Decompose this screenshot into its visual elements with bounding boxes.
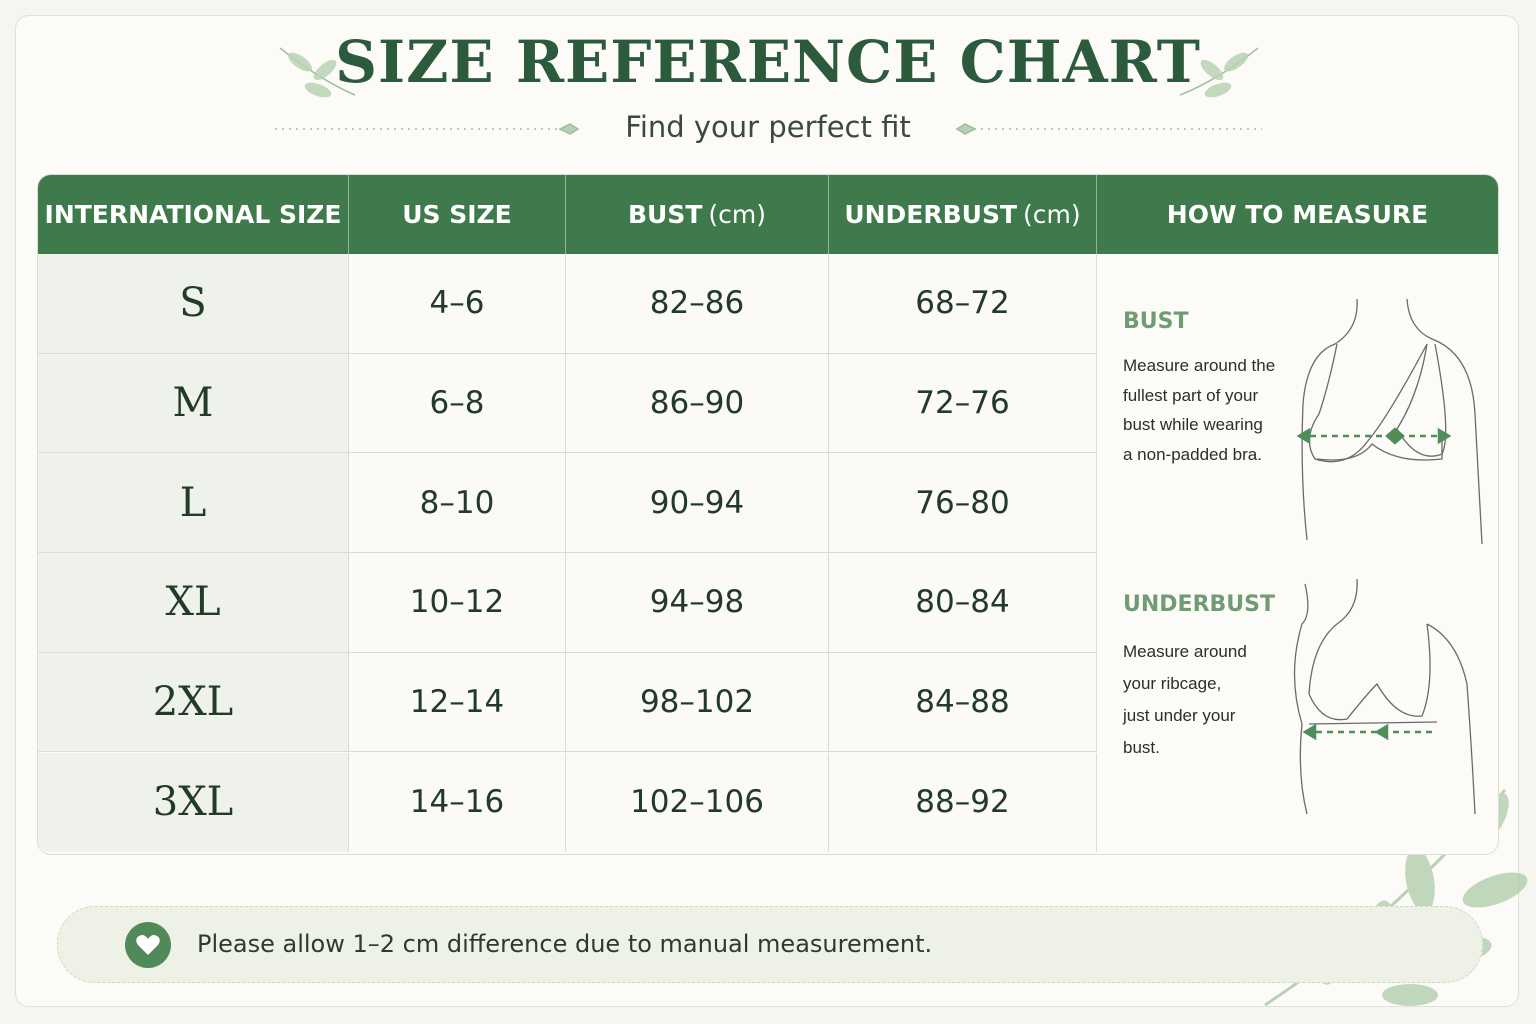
value-cell: 8–10 — [349, 453, 566, 554]
note-text: Please allow 1–2 cm difference due to ma… — [197, 930, 933, 958]
title: SIZE REFERENCE CHART — [335, 28, 1201, 96]
value-cell: 10–12 — [349, 553, 566, 653]
underbust-instruction: bust. — [1123, 738, 1160, 757]
size-cell: S — [38, 254, 349, 354]
value-cell: 72–76 — [829, 353, 1097, 454]
column-header: UNDERBUST (cm) — [829, 175, 1097, 254]
bust-instruction: bust while wearing — [1123, 415, 1263, 434]
size-cell: 3XL — [38, 752, 349, 853]
column-header: HOW TO MEASURE — [1097, 175, 1498, 254]
underbust-instruction: your ribcage, — [1123, 674, 1222, 693]
value-cell: 76–80 — [829, 453, 1097, 554]
value-cell: 82–86 — [566, 254, 829, 354]
size-cell: 2XL — [38, 652, 349, 753]
value-cell: 68–72 — [829, 254, 1097, 354]
header-label: HOW TO MEASURE — [1166, 200, 1429, 229]
header-unit: (cm) — [1023, 200, 1081, 229]
underbust-instruction: just under your — [1123, 706, 1236, 725]
value-cell: 6–8 — [349, 353, 566, 454]
header-label: UNDERBUST — [844, 200, 1018, 229]
size-cell: XL — [38, 553, 349, 653]
value-cell: 80–84 — [829, 553, 1097, 653]
value-cell: 98–102 — [566, 652, 829, 753]
header-label: INTERNATIONAL SIZE — [44, 200, 342, 229]
value-cell: 14–16 — [349, 752, 566, 853]
column-header: INTERNATIONAL SIZE — [38, 175, 349, 254]
value-cell: 88–92 — [829, 752, 1097, 853]
header-unit: (cm) — [708, 200, 767, 229]
value-cell: 102–106 — [566, 752, 829, 853]
bust-instruction: fullest part of your — [1123, 385, 1259, 405]
value-cell: 12–14 — [349, 652, 566, 753]
note-bar: Please allow 1–2 cm difference due to ma… — [57, 906, 1483, 983]
underbust-label: UNDERBUST — [1123, 592, 1275, 617]
measure-illustrations — [1293, 298, 1483, 815]
bust-instruction: Measure around the — [1123, 356, 1276, 375]
column-header: BUST (cm) — [566, 175, 829, 254]
size-cell: L — [38, 453, 349, 554]
header-label: US SIZE — [402, 200, 512, 229]
value-cell: 4–6 — [349, 254, 566, 354]
how-to-measure: BUST Measure around the fullest part of yo… — [1097, 254, 1498, 854]
bust-label: BUST — [1123, 309, 1189, 334]
bust-instruction: a non-padded bra. — [1123, 444, 1262, 464]
value-cell: 84–88 — [829, 652, 1097, 753]
header-label: BUST — [627, 200, 703, 229]
heart-icon — [125, 922, 171, 968]
value-cell: 94–98 — [566, 553, 829, 653]
value-cell: 86–90 — [566, 353, 829, 454]
column-header: US SIZE — [349, 175, 566, 254]
size-cell: M — [38, 353, 349, 454]
subtitle: Find your perfect fit — [625, 110, 911, 144]
underbust-instruction: Measure around — [1123, 642, 1247, 661]
value-cell: 90–94 — [566, 453, 829, 554]
